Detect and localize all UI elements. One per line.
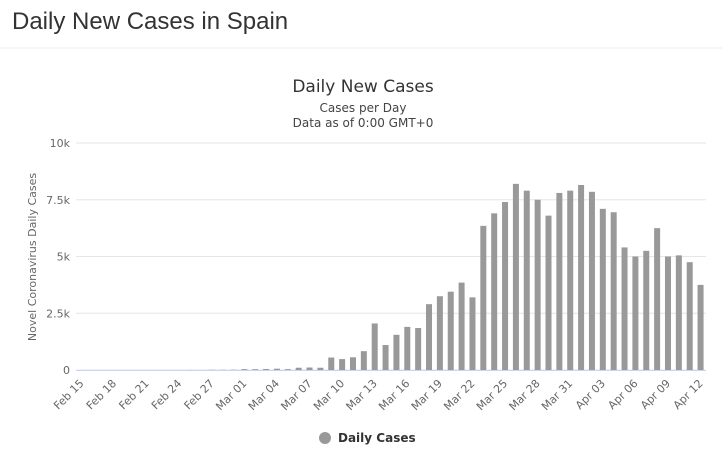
bar [426,304,433,370]
bar [360,351,367,370]
x-tick-label: Mar 01 [213,377,249,413]
y-tick-label: 7.5k [46,194,70,207]
y-tick-label: 10k [50,137,71,150]
x-tick-label: Mar 04 [246,377,282,413]
bar [328,357,335,370]
y-tick-label: 0 [63,364,70,377]
bar [436,296,443,370]
bar [512,183,519,370]
bar [567,190,574,370]
bar [588,191,595,370]
bar [263,368,270,370]
bar [480,225,487,370]
bar [317,367,324,370]
chart-subtitle: Data as of 0:00 GMT+0 [293,116,434,130]
bar [556,192,563,370]
bar [339,359,346,370]
bar [415,328,422,370]
bar [295,367,302,370]
bar [654,228,661,370]
bar [545,215,552,370]
bar [469,297,476,370]
x-tick-label: Mar 16 [376,377,412,413]
x-tick-label: Mar 22 [441,377,477,413]
bar [458,282,465,370]
bar [632,256,639,370]
page-title: Daily New Cases in Spain [12,8,289,35]
x-tick-label: Apr 03 [573,377,608,412]
x-tick-label: Mar 19 [409,377,445,413]
bar [643,250,650,370]
x-tick-label: Feb 15 [51,377,86,412]
x-tick-label: Apr 06 [605,377,640,412]
chart-title: Daily New Cases [292,77,434,97]
x-tick-label: Mar 25 [474,377,510,413]
bar [502,202,509,370]
bar [599,208,606,370]
x-tick-label: Apr 09 [638,377,673,412]
bar [697,284,704,370]
bar [306,367,313,370]
x-tick-label: Feb 21 [116,377,151,412]
bar [404,326,411,370]
x-tick-label: Mar 31 [539,377,575,413]
bar [393,334,400,370]
bar [382,345,389,370]
legend-marker [319,432,331,444]
bar [284,369,291,370]
x-tick-label: Mar 10 [311,377,347,413]
x-tick-label: Mar 07 [278,377,314,413]
y-axis-label: Novel Coronavirus Daily Cases [26,173,39,341]
x-tick-label: Mar 28 [507,377,543,413]
bar [252,369,259,370]
bar [371,323,378,370]
bar [610,212,617,370]
x-tick-label: Feb 24 [149,377,184,412]
bar [523,190,530,370]
x-tick-label: Apr 12 [671,377,706,412]
bar [241,369,248,370]
bar [491,213,498,370]
x-tick-label: Feb 27 [182,377,217,412]
bar [578,184,585,370]
chart-subtitle: Cases per Day [320,101,407,115]
bar [273,368,280,370]
bar [621,247,628,370]
x-tick-label: Mar 13 [344,377,380,413]
bar [664,256,671,370]
legend-label: Daily Cases [338,431,416,445]
y-tick-label: 2.5k [46,307,70,320]
bar [534,199,541,370]
y-tick-label: 5k [57,251,71,264]
bar [349,357,356,370]
bar [447,291,454,370]
x-tick-label: Feb 18 [84,377,119,412]
bar [686,262,693,370]
bar [675,255,682,370]
